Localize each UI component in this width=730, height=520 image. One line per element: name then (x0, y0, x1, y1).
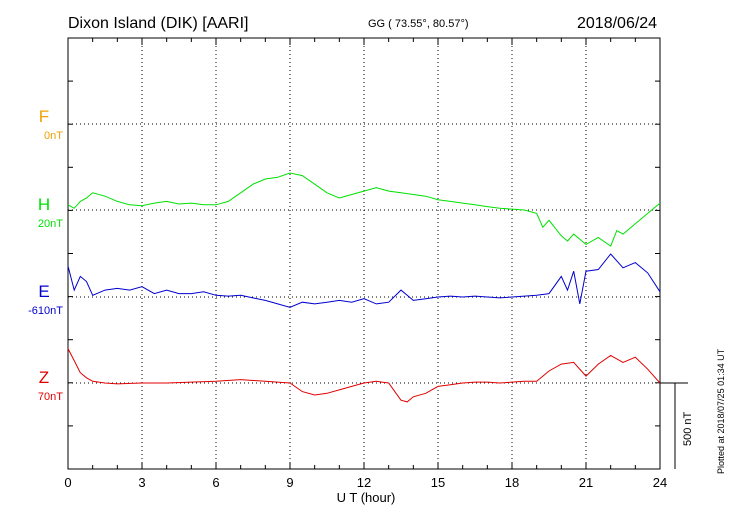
component-baseline-e: -610nT (28, 305, 63, 317)
station-title: Dixon Island (DIK) [AARI] (68, 15, 249, 32)
component-baseline-f: 0nT (44, 130, 63, 142)
component-label-f: F (39, 107, 49, 126)
scale-bar-label: 500 nT (682, 411, 694, 446)
x-tick-label: 18 (505, 475, 519, 490)
x-tick-label: 15 (431, 475, 445, 490)
component-labels: F 0nT H 20nT E -610nT Z 70nT (28, 107, 63, 403)
grid (68, 38, 660, 469)
x-tick-label: 3 (138, 475, 145, 490)
component-label-e: E (38, 282, 49, 301)
series-line-e (67, 253, 661, 308)
series-line-h (67, 172, 661, 247)
series-group (67, 172, 661, 403)
station-coordinates: GG ( 73.55°, 80.57°) (368, 18, 469, 30)
component-label-h: H (38, 195, 50, 214)
date-label: 2018/06/24 (577, 15, 657, 32)
x-tick-label: 9 (286, 475, 293, 490)
x-tick-label: 21 (579, 475, 593, 490)
x-tick-label: 12 (357, 475, 371, 490)
axis-ticks (67, 38, 661, 469)
x-tick-labels: 0 3 6 9 12 15 18 21 24 (64, 475, 667, 490)
plotted-at-note: Plotted at 2018/07/25 01:34 UT (716, 348, 726, 474)
component-baseline-h: 20nT (38, 218, 63, 230)
x-axis-label: U T (hour) (337, 490, 396, 505)
component-baseline-z: 70nT (38, 391, 63, 403)
x-tick-label: 24 (653, 475, 667, 490)
x-tick-label: 0 (64, 475, 71, 490)
series-line-z (67, 348, 661, 403)
component-label-z: Z (39, 368, 49, 387)
x-tick-label: 6 (212, 475, 219, 490)
